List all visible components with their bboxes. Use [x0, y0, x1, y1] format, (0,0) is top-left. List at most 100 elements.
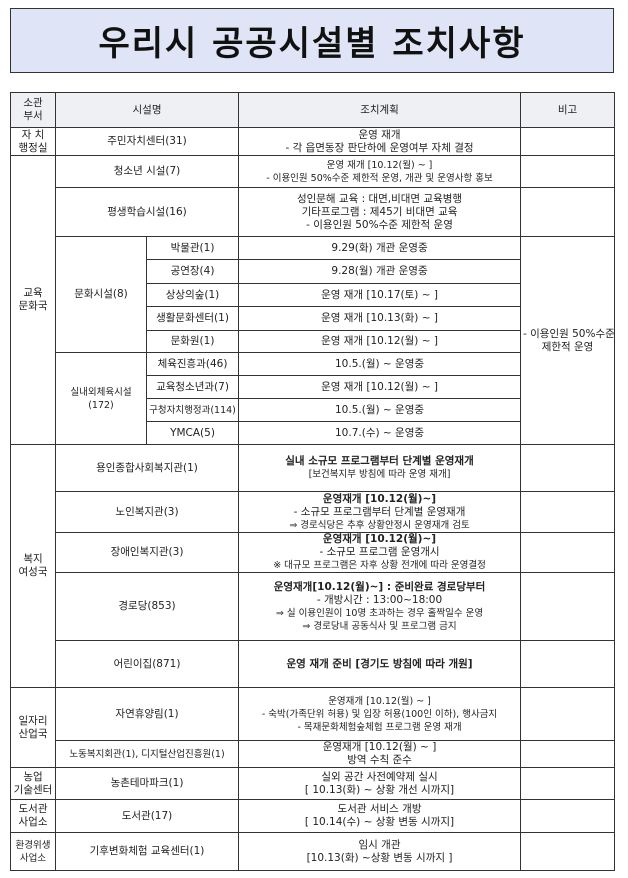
plan-cell: 운영 재개 [10.12(월) ~ ] — [238, 330, 522, 353]
facility-cell: 장애인복지관(3) — [54, 532, 240, 573]
note-cell — [520, 572, 616, 641]
plan-line: 운영 재개 — [358, 128, 401, 141]
facility-cell: 구청자치행정과(114) — [145, 398, 240, 422]
table-row: 구청자치행정과(114) 10.5.(월) ~ 운영중 — [11, 398, 615, 422]
table-row: 복지 여성국 용인종합사회복지관(1) 실내 소규모 프로그램부터 단계별 운영… — [10, 444, 616, 688]
plan-cell: 성인문해 교육 : 대면,비대면 교육병행 기타프로그램 : 제45기 비대면 교… — [238, 187, 522, 237]
dept-cell: 자 치 행정실 — [10, 127, 56, 156]
plan-line: ※ 대규모 프로그램은 자후 상황 전개에 따라 운영결정 — [273, 560, 486, 571]
table-row: 문화시설(8) 박물관(1) 9.29(화) 개관 운영중 - 이용인원 50%… — [11, 236, 616, 445]
facility-cell: 청소년 시설(7) — [54, 155, 240, 188]
table-row: 자 치 행정실 주민자치센터(31) 운영 재개 - 각 읍면동장 판단하에 운영… — [10, 127, 616, 156]
table-row: 공연장(4) 9.28(월) 개관 운영중 — [11, 259, 615, 284]
table-row: 평생학습시설(16) 성인문해 교육 : 대면,비대면 교육병행 기타프로그램 :… — [11, 187, 616, 237]
note-cell — [520, 155, 616, 188]
note-cell — [520, 687, 616, 741]
facility-cell: 공연장(4) — [145, 259, 240, 284]
plan-line: - 숙박(가족단위 허용) 및 입장 허용(100인 이하), 행사금지 — [261, 708, 498, 720]
plan-line: 기타프로그램 : 제45기 비대면 교육 — [301, 205, 458, 218]
plan-line: 도서관 서비스 개방 — [337, 803, 422, 815]
plan-cell: 실내 소규모 프로그램부터 단계별 운영재개 [보건복지부 방침에 따라 운영 재… — [238, 444, 522, 492]
table-row: 상상의숲(1) 운영 재개 [10.17(토) ~ ] — [11, 283, 615, 307]
plan-line: 실내 소규모 프로그램부터 단계별 운영재개 — [285, 455, 474, 467]
note-cell — [520, 740, 616, 768]
plan-line: - 이용인원 50%수준 제한적 운영, 개관 및 운영사항 홍보 — [266, 172, 493, 184]
dept-cell: 복지 여성국 — [10, 444, 56, 688]
dept-cell: 환경위생 사업소 — [10, 832, 56, 871]
facility-cell: 평생학습시설(16) — [54, 187, 240, 237]
table-row: 도서관 사업소 도서관(17) 도서관 서비스 개방[ 10.14(수) ~ 상… — [10, 799, 616, 833]
plan-line: [10.13(화) ~상황 변동 시까지 ] — [306, 851, 453, 864]
plan-line: - 소규모 프로그램부터 단계별 운영재개 — [293, 505, 466, 518]
dept-cell: 일자리 산업국 — [10, 687, 56, 768]
page-title: 우리시 공공시설별 조치사항 — [98, 24, 526, 64]
note-cell — [520, 532, 616, 573]
plan-cell: 10.5.(월) ~ 운영중 — [238, 398, 522, 422]
plan-line: 운영재개 [10.12(월) ~ ] — [328, 695, 431, 707]
plan-line: [ 10.13(화) ~ 상황 개선 시까지] — [304, 783, 455, 796]
table-row: 경로당(853) 운영재개[10.12(월)~] : 준비완료 경로당부터 - 개… — [11, 572, 616, 641]
header-facility: 시설명 — [54, 92, 240, 128]
note-cell — [520, 640, 616, 688]
facility-cell: 도서관(17) — [54, 799, 240, 833]
facility-cell: YMCA(5) — [145, 421, 240, 445]
header-dept: 소관 부서 — [10, 92, 56, 128]
note-cell — [520, 127, 616, 156]
plan-cell: 9.29(화) 개관 운영중 — [238, 236, 522, 260]
facility-group-cell: 실내외체육시설(172) — [55, 352, 147, 445]
note-cell — [520, 187, 616, 237]
plan-line: 운영 재개 [10.12(월) ~ ] — [326, 159, 433, 171]
table-row: 노인복지관(3) 운영재개 [10.12(월)~] - 소규모 프로그램부터 단계… — [11, 491, 616, 533]
facility-cell: 자연휴양림(1) — [54, 687, 240, 741]
table-row: 교육청소년과(7) 운영 재개 [10.12(월) ~ ] — [11, 375, 615, 399]
facility-cell: 어린이집(871) — [54, 640, 240, 688]
dept-cell: 농업 기술센터 — [10, 767, 56, 800]
facility-cell: 용인종합사회복지관(1) — [54, 444, 240, 492]
facility-cell: 기후변화체험 교육센터(1) — [54, 832, 240, 871]
facility-group-cell: 문화시설(8) — [55, 236, 147, 353]
plan-cell: 운영재개[10.12(월)~] : 준비완료 경로당부터 - 개방시간 : 13:… — [238, 572, 522, 641]
plan-cell: 운영 재개 - 각 읍면동장 판단하에 운영여부 자체 결정 — [238, 127, 522, 156]
header-plan: 조치계획 — [238, 92, 522, 128]
note-line: 제한적 운영 — [541, 340, 594, 353]
facility-cell: 교육청소년과(7) — [145, 375, 240, 399]
plan-line: - 목재문화체험숲체험 프로그램 운영 재개 — [297, 721, 462, 733]
note-cell — [520, 767, 616, 800]
plan-line: [ 10.14(수) ~ 상황 변동 시까지] — [304, 816, 455, 828]
plan-line: 실외 공간 사전예약제 실시 — [321, 770, 438, 783]
plan-cell: 운영재개 [10.12(월) ~ ] 방역 수칙 준수 — [238, 740, 522, 768]
plan-line: [보건복지부 방침에 따라 운영 재개] — [308, 469, 451, 480]
plan-line: 운영 재개 준비 [경기도 방침에 따라 개원] — [286, 657, 473, 670]
table-row: 생활문화센터(1) 운영 재개 [10.13(화) ~ ] — [11, 306, 615, 331]
table-row: 실내외체육시설(172) 체육진흥과(46) 10.5.(월) ~ 운영중 — [11, 352, 615, 445]
facility-cell: 상상의숲(1) — [145, 283, 240, 307]
plan-line: - 이용인원 50%수준 제한적 운영 — [306, 218, 453, 231]
plan-line: 운영재개 [10.12(월)~] — [322, 533, 437, 545]
plan-cell: 운영 재개 [10.12(월) ~ ] - 이용인원 50%수준 제한적 운영, … — [238, 155, 522, 188]
facility-measures-table: 소관 부서 시설명 조치계획 비고 자 치 행정실 주민자치센터(31) 운영 … — [10, 92, 616, 871]
table-row: 일자리 산업국 자연휴양림(1) 운영재개 [10.12(월) ~ ] - 숙박(… — [10, 687, 616, 768]
plan-line: ⇒ 실 이용인원이 10명 초과하는 경우 홀짝일수 운영 — [275, 607, 484, 619]
plan-line: 임시 개관 — [358, 838, 401, 851]
plan-line: ⇒ 경로식당은 추후 상황안정시 운영재개 검토 — [289, 519, 470, 531]
table-header: 소관 부서 시설명 조치계획 비고 — [10, 92, 616, 128]
plan-cell: 운영 재개 준비 [경기도 방침에 따라 개원] — [238, 640, 522, 688]
plan-cell: 운영 재개 [10.17(토) ~ ] — [238, 283, 522, 307]
table-row: 문화원(1) 운영 재개 [10.12(월) ~ ] — [11, 330, 615, 353]
table-row: 장애인복지관(3) 운영재개 [10.12(월)~] - 소규모 프로그램 운영개… — [11, 532, 616, 573]
facility-cell: 박물관(1) — [145, 236, 240, 260]
facility-cell: 경로당(853) — [54, 572, 240, 641]
plan-cell: 운영재개 [10.12(월)~] - 소규모 프로그램 운영개시 ※ 대규모 프로그… — [238, 532, 522, 573]
note-cell — [520, 491, 616, 533]
plan-cell: 실외 공간 사전예약제 실시[ 10.13(화) ~ 상황 개선 시까지] — [238, 767, 522, 800]
note-cell — [520, 832, 616, 871]
dept-cell: 교육 문화국 — [10, 155, 56, 445]
facility-cell: 노인복지관(3) — [54, 491, 240, 533]
plan-line: 방역 수칙 준수 — [347, 754, 412, 766]
facility-cell: 체육진흥과(46) — [145, 352, 240, 376]
note-line: - 이용인원 50%수준 — [523, 327, 615, 340]
plan-line: 운영재개 [10.12(월)~] — [322, 492, 437, 505]
note-cell — [520, 799, 616, 833]
plan-cell: 임시 개관 [10.13(화) ~상황 변동 시까지 ] — [238, 832, 522, 871]
plan-cell: 10.5.(월) ~ 운영중 — [238, 352, 522, 376]
